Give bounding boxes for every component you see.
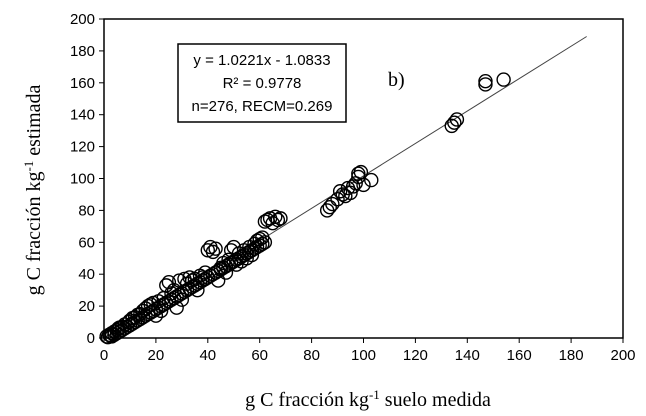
x-tick-label: 100 [351, 347, 376, 364]
svg-text:g C fracción kg-1 estimada: g C fracción kg-1 estimada [21, 84, 46, 295]
data-point [356, 177, 371, 193]
data-point [322, 200, 337, 215]
data-point [449, 112, 465, 127]
y-tick-label: 180 [70, 43, 95, 60]
axis-title-x: g C fracción kg-1 suelo medida [245, 387, 491, 412]
y-title-post: estimada [23, 84, 45, 160]
data-point [325, 196, 340, 212]
axis-title-y: g C fracción kg-1 estimada [21, 84, 46, 295]
x-tick-label: 0 [100, 347, 108, 364]
data-point [255, 236, 270, 252]
y-title-pre: g C fracción kg [23, 172, 45, 296]
equation-line: y = 1.0221x - 1.0833 [193, 52, 330, 69]
x-title-pre: g C fracción kg [245, 389, 369, 411]
data-point [270, 212, 286, 228]
panel-label: b) [388, 69, 405, 91]
r-squared-line: R² = 0.9778 [223, 75, 302, 92]
plot-area: 0 20 40 60 80 100 120 140 160 180 200 0 20 40 60 80 100 1… [70, 11, 636, 364]
data-point [273, 211, 288, 226]
y-tick-label: 60 [78, 234, 95, 251]
y-tick-label: 160 [70, 75, 95, 92]
x-tick-label: 160 [507, 347, 532, 364]
data-point [332, 184, 348, 199]
x-tick-label: 200 [610, 347, 635, 364]
x-tick-label: 20 [148, 347, 165, 364]
y-tick-label: 40 [78, 266, 95, 283]
equation-box-border [177, 43, 347, 123]
data-point [107, 324, 122, 339]
data-point [496, 72, 511, 87]
data-point [478, 77, 493, 92]
x-tick-label: 80 [303, 347, 320, 364]
y-title-sup: -1 [21, 161, 36, 172]
y-tick-label: 20 [78, 298, 95, 315]
x-tick-label: 120 [403, 347, 428, 364]
x-tick-label: 40 [199, 347, 216, 364]
data-point [330, 192, 345, 207]
data-point [208, 241, 223, 256]
data-point [478, 74, 493, 89]
stats-line: n=276, RECM=0.269 [192, 98, 333, 115]
x-title-sup: -1 [369, 387, 380, 402]
x-tick-label: 60 [251, 347, 268, 364]
y-tick-label: 120 [70, 139, 95, 156]
y-tick-label: 100 [70, 171, 95, 188]
data-point [257, 235, 273, 250]
equation-box: y = 1.0221x - 1.0833 R² = 0.9778 n=276, … [177, 43, 347, 123]
data-point [244, 247, 260, 263]
x-tick-label: 140 [455, 347, 480, 364]
y-tick-label: 0 [87, 330, 95, 347]
y-tick-label: 140 [70, 107, 95, 124]
x-title-post: suelo medida [380, 389, 491, 411]
data-point [159, 278, 174, 293]
x-tick-label: 180 [559, 347, 584, 364]
y-tick-label: 80 [78, 202, 95, 219]
data-point [205, 244, 221, 260]
data-point [447, 115, 462, 130]
data-point [161, 274, 177, 290]
data-point [364, 172, 379, 188]
y-tick-label: 200 [70, 11, 95, 28]
